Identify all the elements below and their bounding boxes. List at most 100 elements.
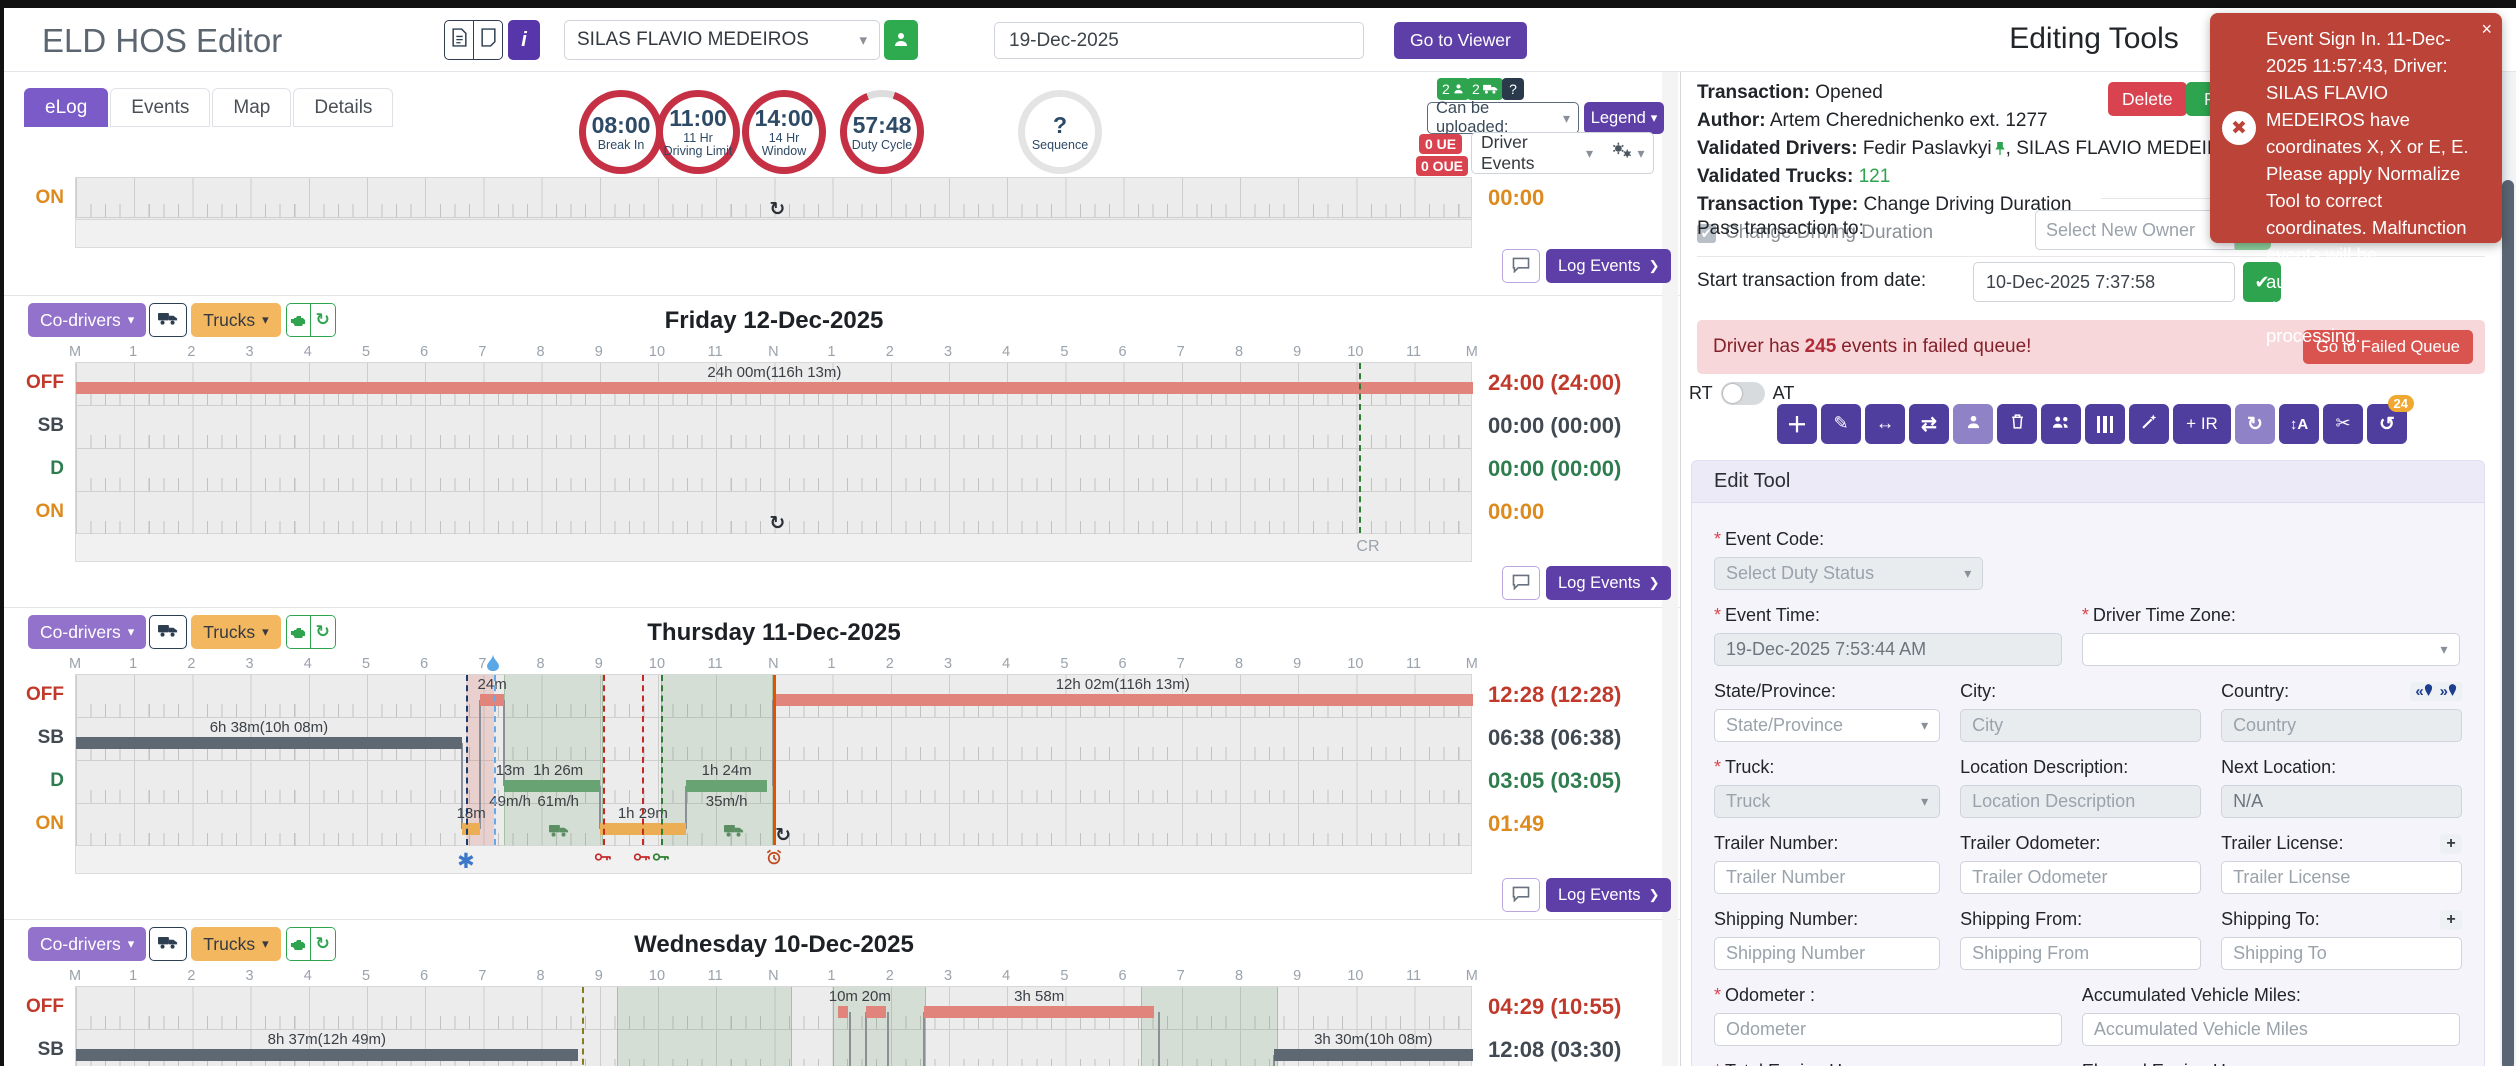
trucks-button[interactable]: Trucks ▾ xyxy=(191,927,281,961)
chat-button[interactable] xyxy=(1502,878,1540,912)
engine-button[interactable] xyxy=(286,304,311,336)
driver-time-zone-select[interactable]: ▾ xyxy=(2081,633,2460,666)
refresh-button[interactable]: ↻ xyxy=(310,616,335,648)
tab-elog[interactable]: eLog xyxy=(24,88,109,127)
truck-filter-button[interactable] xyxy=(149,303,188,337)
close-icon[interactable]: × xyxy=(2481,19,2492,39)
key-green-icon[interactable] xyxy=(652,849,669,867)
help-badge[interactable]: ? xyxy=(1502,78,1524,100)
refresh-button[interactable]: ↻ xyxy=(310,928,335,960)
duty-segment-off[interactable]: 12h 02m(116h 13m) xyxy=(772,676,1473,706)
swap-button[interactable]: ⇄ xyxy=(1909,404,1949,444)
log-events-button[interactable]: Log Events ❯ xyxy=(1546,566,1672,600)
can-be-uploaded-select[interactable]: Can be uploaded: ▾ xyxy=(1427,99,1579,136)
refresh-icon[interactable]: ↻ xyxy=(769,199,786,220)
duty-segment-sb[interactable]: 3h 30m(10h 08m) xyxy=(1273,1031,1473,1061)
trailer-license-input[interactable]: Trailer License xyxy=(2221,861,2463,894)
refresh-button[interactable]: ↻ xyxy=(310,304,335,336)
engine-button[interactable] xyxy=(286,928,311,960)
shipping-to-input[interactable]: Shipping To xyxy=(2221,937,2463,970)
edit-button[interactable]: ✎ xyxy=(1821,404,1861,444)
next-location-input[interactable]: N/A xyxy=(2221,785,2463,818)
co-drivers-button[interactable] xyxy=(2041,404,2081,444)
truck-select[interactable]: Truck ▾ xyxy=(1714,785,1941,818)
country-input[interactable]: Country xyxy=(2221,709,2463,742)
trucks-button[interactable]: Trucks ▾ xyxy=(191,615,281,649)
change-driving-duration-checkbox[interactable]: ✔ Change Driving Duration xyxy=(1697,222,1933,244)
start-transaction-confirm-button[interactable]: ✔ xyxy=(2243,262,2281,302)
refresh-icon[interactable]: ↻ xyxy=(775,825,792,846)
text-height-button[interactable]: ↕A xyxy=(2279,404,2319,444)
driver-button[interactable] xyxy=(1953,404,1993,444)
truck-green-icon[interactable] xyxy=(549,824,569,842)
log-events-button[interactable]: Log Events ❯ xyxy=(1546,249,1672,283)
pass-transaction-select[interactable]: Select New Owner ▾ xyxy=(2035,210,2235,250)
duty-segment-d[interactable]: 13m 49m/h xyxy=(489,762,531,810)
right-scrollbar-thumb[interactable] xyxy=(2502,180,2514,1066)
accumulated-vehicle-miles-input[interactable]: Accumulated Vehicle Miles xyxy=(2081,1013,2460,1046)
add-icon[interactable]: + xyxy=(2440,909,2463,930)
key-red-icon[interactable] xyxy=(594,849,611,867)
chat-button[interactable] xyxy=(1502,249,1540,283)
refresh-icon[interactable]: ↻ xyxy=(769,513,786,534)
chat-button[interactable] xyxy=(1502,566,1540,600)
add-ir-button[interactable]: + IR xyxy=(2173,404,2231,444)
extend-button[interactable]: ↔ xyxy=(1865,404,1905,444)
city-input[interactable]: City xyxy=(1960,709,2202,742)
add-button[interactable]: ＋ xyxy=(1777,404,1817,444)
go-to-viewer-button[interactable]: Go to Viewer xyxy=(1394,22,1527,59)
refresh-button[interactable]: ↻ xyxy=(2235,404,2275,444)
co-drivers-button[interactable]: Co-drivers ▾ xyxy=(28,303,147,337)
truck-filter-button[interactable] xyxy=(149,927,188,961)
note-icon-button[interactable] xyxy=(473,20,503,60)
duty-segment-sb[interactable]: 8h 37m(12h 49m) xyxy=(76,1031,578,1061)
driver-profile-button[interactable] xyxy=(884,20,918,60)
stateprovince-select[interactable]: State/Province ▾ xyxy=(1714,709,1941,742)
undo-button[interactable]: ↺ 24 xyxy=(2367,395,2414,444)
co-drivers-button[interactable]: Co-drivers ▾ xyxy=(28,927,147,961)
split-button[interactable] xyxy=(2085,404,2125,444)
shipping-from-input[interactable]: Shipping From xyxy=(1960,937,2202,970)
chart-settings-button[interactable]: ▾ xyxy=(1602,132,1654,174)
driver-events-select[interactable]: Driver Events ▾ xyxy=(1471,132,1603,174)
driver-select[interactable]: SILAS FLAVIO MEDEIROS ▾ xyxy=(564,20,880,60)
key-red-icon[interactable] xyxy=(633,849,650,867)
prev-location-icon[interactable]: « xyxy=(2415,683,2432,700)
go-to-failed-queue-button[interactable]: Go to Failed Queue xyxy=(2302,330,2473,364)
duty-segment-off[interactable]: 10m xyxy=(829,988,858,1018)
shipping-number-input[interactable]: Shipping Number xyxy=(1714,937,1941,970)
duty-segment-off[interactable]: 3h 58m xyxy=(923,988,1155,1018)
location-description-input[interactable]: Location Description xyxy=(1960,785,2202,818)
duty-segment-off[interactable]: 24m xyxy=(478,676,507,706)
info-button[interactable]: i xyxy=(508,20,540,60)
duty-segment-off[interactable]: 24h 00m(116h 13m) xyxy=(76,364,1473,394)
alarm-red-icon[interactable] xyxy=(766,849,782,870)
duty-segment-on[interactable]: 18m xyxy=(457,805,486,835)
truck-green-icon[interactable] xyxy=(723,824,744,842)
co-drivers-button[interactable]: Co-drivers ▾ xyxy=(28,615,147,649)
truck-filter-button[interactable] xyxy=(149,615,188,649)
add-icon[interactable]: + xyxy=(2440,833,2463,854)
event-time-input[interactable]: 19-Dec-2025 7:53:44 AM xyxy=(1714,633,2062,666)
date-input[interactable]: 19-Dec-2025 xyxy=(994,22,1364,59)
start-transaction-date-input[interactable]: 10-Dec-2025 7:37:58 xyxy=(1973,262,2235,302)
tab-events[interactable]: Events xyxy=(110,88,211,127)
log-events-button[interactable]: Log Events ❯ xyxy=(1546,878,1672,912)
trailer-odometer-input[interactable]: Trailer Odometer xyxy=(1960,861,2202,894)
duty-segment-sb[interactable]: 6h 38m(10h 08m) xyxy=(76,719,462,749)
odometer-input[interactable]: Odometer xyxy=(1714,1013,2062,1046)
delete-event-button[interactable] xyxy=(1997,404,2037,444)
tab-map[interactable]: Map xyxy=(212,88,292,127)
trucks-button[interactable]: Trucks ▾ xyxy=(191,303,281,337)
document-icon-button[interactable] xyxy=(444,20,474,60)
duty-segment-off[interactable]: 20m xyxy=(862,988,891,1018)
next-location-icon[interactable]: » xyxy=(2440,683,2457,700)
engine-button[interactable] xyxy=(286,616,311,648)
duty-segment-d[interactable]: 1h 24m 35m/h xyxy=(685,762,768,810)
event-code-select[interactable]: Select Duty Status ▾ xyxy=(1714,557,1984,590)
cut-button[interactable]: ✂ xyxy=(2323,404,2363,444)
duty-segment-d[interactable]: 1h 26m 61m/h xyxy=(516,762,600,810)
tab-details[interactable]: Details xyxy=(293,88,394,127)
rt-at-toggle[interactable] xyxy=(1720,382,1765,405)
normalize-button[interactable] xyxy=(2129,404,2169,444)
